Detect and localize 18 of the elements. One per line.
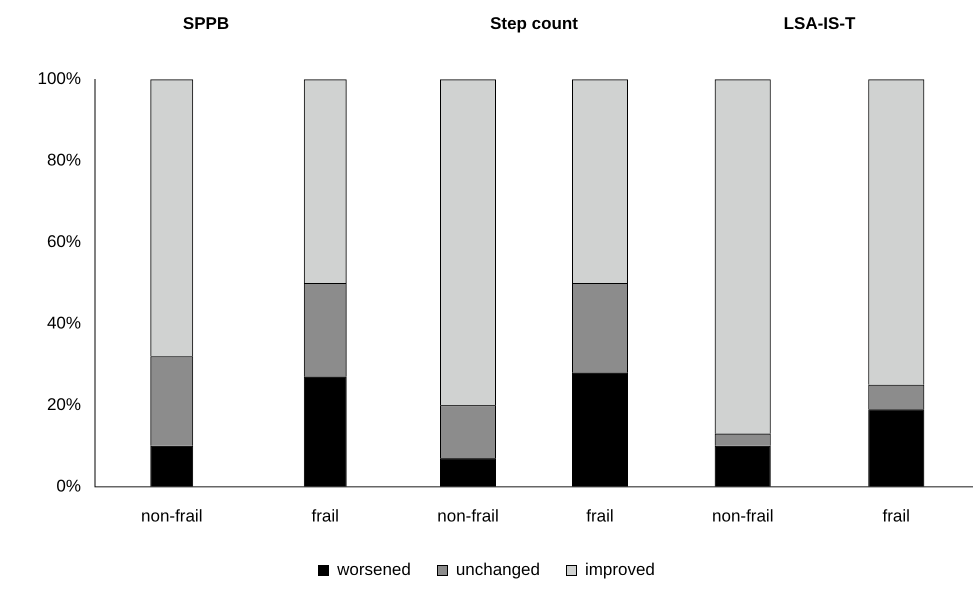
x-tick-label: non-frail [437,506,499,526]
y-tick-label: 80% [46,150,81,170]
legend-label: worsened [337,560,411,580]
y-tick-label: 100% [38,69,81,88]
legend-label: unchanged [456,560,540,580]
x-tick-label: frail [882,506,910,526]
x-tick-label: non-frail [141,506,202,526]
x-tick-label: non-frail [712,506,774,526]
legend-label: improved [584,560,655,580]
chart-title: SPPB [182,14,230,33]
y-tick-label: 40% [46,313,81,332]
x-tick-label: frail [586,506,614,526]
y-tick-label: 0% [56,476,81,496]
y-tick-label: 20% [46,394,81,414]
chart-title: LSA-IS-T [784,14,856,33]
y-tick-label: 60% [46,232,81,251]
x-tick-label: frail [312,506,339,526]
chart-title: Step count [490,14,578,33]
